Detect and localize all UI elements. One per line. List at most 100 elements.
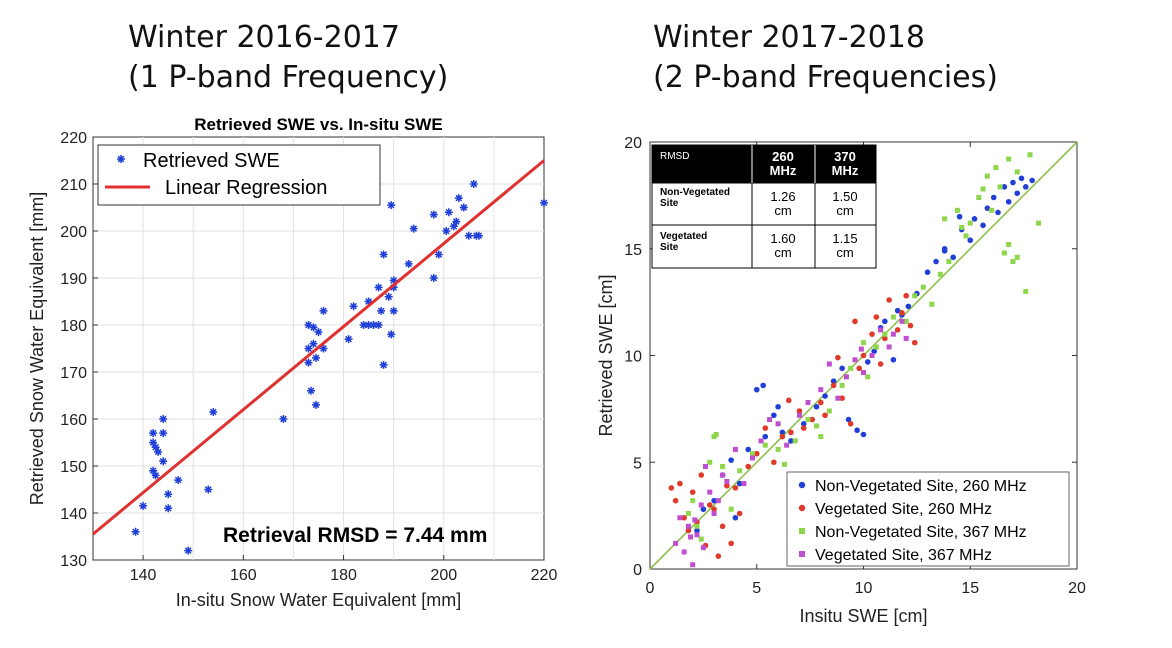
data-point — [732, 446, 738, 452]
data-point — [307, 386, 315, 395]
data-point — [959, 224, 965, 230]
data-point — [720, 472, 726, 478]
data-point — [762, 425, 769, 431]
data-point — [861, 340, 866, 346]
data-point — [174, 476, 183, 485]
data-point — [899, 310, 905, 316]
data-point — [728, 457, 734, 463]
data-point — [387, 201, 396, 210]
data-point — [753, 450, 760, 457]
data-point — [993, 165, 999, 171]
data-point — [474, 231, 483, 240]
legend-veg-260: Vegetated Site, 260 MHz — [815, 501, 992, 518]
data-point — [364, 297, 373, 306]
data-point — [796, 408, 803, 414]
data-point — [771, 459, 777, 466]
data-point — [869, 331, 875, 337]
data-point — [672, 497, 679, 504]
data-point — [184, 546, 193, 555]
x-tick-label: 160 — [230, 567, 257, 584]
data-point — [741, 481, 747, 487]
data-point — [858, 346, 864, 352]
data-point — [997, 184, 1003, 190]
data-point — [882, 318, 888, 325]
data-point — [941, 245, 948, 252]
data-point — [843, 374, 849, 380]
data-point — [839, 365, 845, 372]
data-point — [728, 506, 734, 512]
data-point — [698, 502, 704, 508]
data-point — [809, 416, 816, 423]
data-point — [818, 387, 824, 393]
data-point — [990, 194, 997, 201]
data-point — [384, 292, 393, 301]
x-tick-label: 5 — [752, 580, 761, 597]
data-point — [154, 447, 163, 456]
data-point — [826, 408, 832, 414]
data-point — [1001, 250, 1007, 256]
data-point — [848, 365, 854, 371]
data-point — [762, 442, 768, 448]
data-point — [869, 353, 875, 358]
rmsd-annotation: Retrieval RMSD = 7.44 mm — [223, 524, 487, 547]
data-point — [464, 231, 473, 240]
data-point — [814, 423, 820, 429]
data-point — [950, 254, 956, 261]
data-point — [694, 527, 700, 534]
data-point — [882, 331, 888, 337]
data-point — [690, 498, 696, 504]
data-point — [149, 466, 158, 475]
data-point — [164, 504, 173, 513]
data-point — [131, 527, 140, 536]
data-point — [429, 274, 438, 282]
table-row-nonveg-label: Non-Vegetated Site — [660, 187, 730, 209]
data-point — [753, 386, 760, 393]
data-point — [775, 446, 781, 452]
data-point — [711, 497, 717, 504]
data-point — [933, 258, 939, 265]
x-tick-label: 220 — [531, 567, 558, 584]
legend-marker-veg-367 — [799, 551, 805, 557]
data-point — [369, 321, 378, 329]
table-cell-veg-370: 1.15 cm — [832, 231, 857, 260]
data-point — [389, 306, 398, 315]
data-point — [707, 489, 713, 495]
x-tick-label: 10 — [855, 580, 873, 597]
data-point — [312, 353, 320, 362]
data-point — [822, 393, 828, 399]
data-point — [359, 321, 368, 329]
data-point — [877, 361, 884, 367]
data-point — [886, 344, 892, 350]
data-point — [779, 429, 786, 436]
table-corner-label: RMSD — [660, 151, 689, 162]
data-point — [771, 412, 777, 419]
data-point — [971, 216, 978, 222]
data-point — [724, 478, 730, 484]
right-heading-line1: Winter 2017-2018 — [653, 20, 925, 55]
data-point — [1006, 156, 1012, 162]
data-point — [389, 276, 398, 285]
data-point — [796, 412, 802, 418]
data-point — [379, 250, 388, 259]
x-tick-label: 200 — [430, 567, 457, 584]
data-point — [835, 395, 841, 401]
data-point — [937, 271, 943, 277]
data-point — [319, 306, 328, 315]
data-point — [685, 510, 691, 516]
data-point — [707, 459, 713, 465]
y-tick-label: 200 — [60, 224, 87, 241]
data-point — [703, 464, 709, 470]
data-point — [800, 425, 807, 431]
data-point — [434, 250, 443, 259]
legend-linear-regression: Linear Regression — [165, 177, 327, 199]
data-point — [737, 468, 743, 474]
data-point — [920, 284, 926, 290]
data-point — [924, 269, 931, 276]
table-cell-veg-260: 1.60 cm — [770, 231, 795, 260]
data-point — [677, 515, 683, 521]
data-point — [452, 217, 461, 226]
chart-right-points — [668, 152, 1042, 568]
data-point — [681, 514, 687, 521]
y-tick-label: 150 — [60, 459, 87, 476]
data-point — [980, 186, 986, 192]
